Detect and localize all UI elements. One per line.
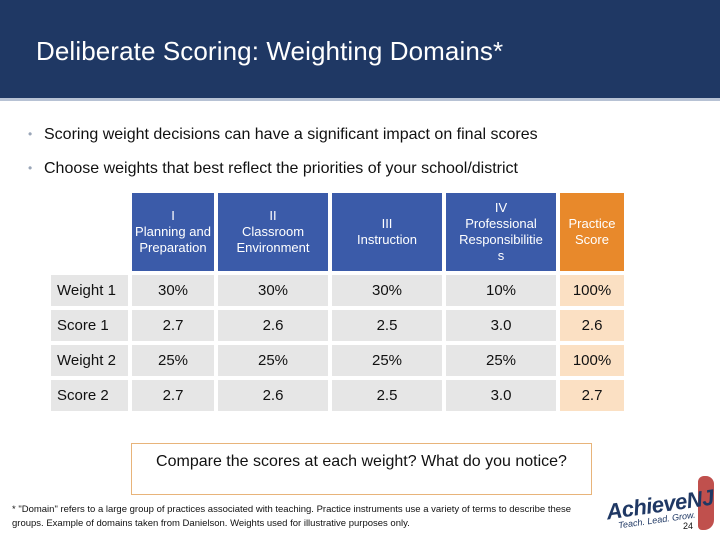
slide-header: Deliberate Scoring: Weighting Domains* [0,0,720,101]
row-label: Weight 2 [51,345,128,376]
table-row: Weight 1 30% 30% 30% 10% 100% [51,275,624,306]
table-cell: 2.5 [332,380,442,411]
table-header-row: I Planning and Preparation II Classroom Envi… [51,193,624,271]
page-number: 24 [683,521,694,531]
column-header-domain-2: II Classroom Environment [218,193,328,271]
column-header-domain-3: III Instruction [332,193,442,271]
table-cell: 25% [332,345,442,376]
bullet-list: • Scoring weight decisions can have a si… [26,122,626,181]
table-cell: 25% [218,345,328,376]
table-cell: 30% [332,275,442,306]
bullet-dot-icon: • [28,127,33,141]
table-cell: 2.6 [218,380,328,411]
column-header-domain-1: I Planning and Preparation [132,193,214,271]
table-cell: 3.0 [446,310,556,341]
table-row: Score 1 2.7 2.6 2.5 3.0 2.6 [51,310,624,341]
row-label: Score 2 [51,380,128,411]
table-cell: 10% [446,275,556,306]
row-label: Weight 1 [51,275,128,306]
table-cell: 30% [218,275,328,306]
bullet-dot-icon: • [28,161,33,175]
practice-score-cell: 100% [560,345,624,376]
column-header-domain-4: IV Professional Responsibilitie s [446,193,556,271]
achievenj-logo: AchieveNJ Teach. Lead. Grow. 24 [602,470,720,540]
table-cell: 30% [132,275,214,306]
table-cell: 3.0 [446,380,556,411]
practice-score-cell: 2.7 [560,380,624,411]
column-header-practice-score: Practice Score [560,193,624,271]
new-jersey-state-icon [698,476,714,530]
discussion-callout: Compare the scores at each weight? What … [131,443,592,495]
table-cell: 25% [132,345,214,376]
bullet-item: • Choose weights that best reflect the p… [26,156,626,181]
table-cell: 2.5 [332,310,442,341]
slide-title: Deliberate Scoring: Weighting Domains* [36,36,504,66]
footnote: * "Domain" refers to a large group of pr… [12,504,572,529]
practice-score-cell: 100% [560,275,624,306]
table-cell: 2.7 [132,310,214,341]
bullet-text: Scoring weight decisions can have a sign… [44,126,538,143]
table-cell: 25% [446,345,556,376]
bullet-item: • Scoring weight decisions can have a si… [26,122,626,147]
practice-score-cell: 2.6 [560,310,624,341]
weighting-table: I Planning and Preparation II Classroom Envi… [47,189,628,415]
row-label: Score 1 [51,310,128,341]
table-corner-cell [51,193,128,271]
bullet-text: Choose weights that best reflect the pri… [44,160,518,177]
table-row: Weight 2 25% 25% 25% 25% 100% [51,345,624,376]
table-row: Score 2 2.7 2.6 2.5 3.0 2.7 [51,380,624,411]
table-cell: 2.6 [218,310,328,341]
table-cell: 2.7 [132,380,214,411]
